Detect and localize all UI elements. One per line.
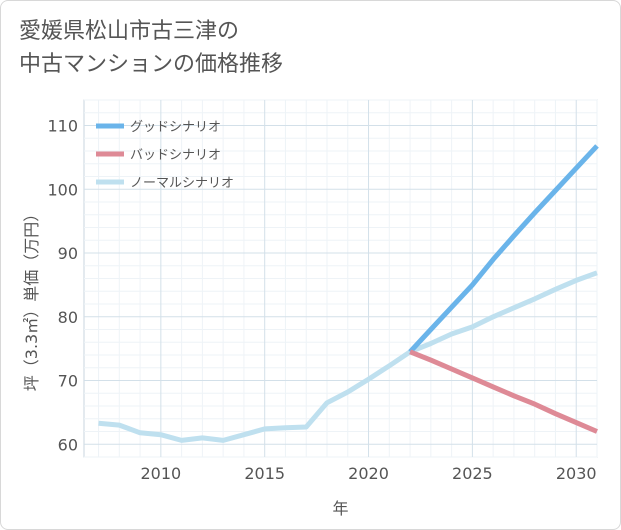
legend-label-0: グッドシナリオ — [130, 120, 221, 135]
x-tick-label: 2010 — [140, 464, 181, 483]
x-tick-label: 2015 — [244, 464, 285, 483]
y-tick-label: 110 — [47, 117, 78, 136]
x-tick-label: 2030 — [556, 464, 597, 483]
x-axis-label: 年 — [332, 499, 348, 518]
series-line-1 — [409, 349, 598, 434]
series-line-2 — [98, 270, 598, 443]
y-tick-label: 60 — [58, 435, 78, 454]
y-tick-label: 70 — [58, 372, 78, 391]
x-tick-label: 2020 — [348, 464, 389, 483]
y-tick-label: 80 — [58, 308, 78, 327]
y-axis-label: 坪（3.3㎡）単価（万円） — [22, 206, 41, 391]
chart-title-line-2: 中古マンションの価格推移 — [19, 52, 284, 77]
series-line-0 — [408, 144, 599, 354]
x-tick-label: 2025 — [452, 464, 493, 483]
legend-label-1: バッドシナリオ — [130, 148, 221, 163]
y-tick-label: 100 — [47, 180, 78, 199]
chart-title-line-1: 愛媛県松山市古三津の — [19, 19, 240, 44]
chart-title: 愛媛県松山市古三津の 中古マンションの価格推移 — [19, 15, 283, 81]
legend-label-2: ノーマルシナリオ — [130, 176, 234, 191]
y-tick-label: 90 — [58, 244, 78, 263]
